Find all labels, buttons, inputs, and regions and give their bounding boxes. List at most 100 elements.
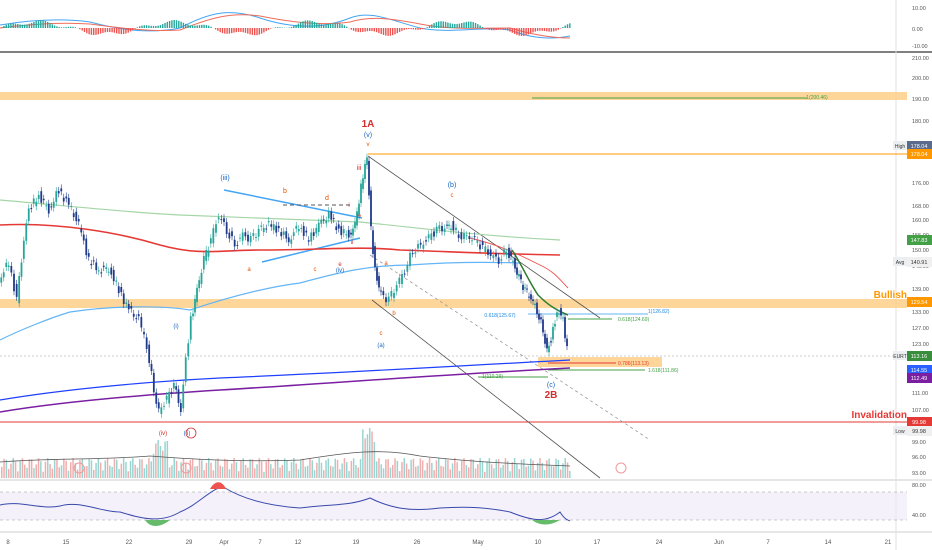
candle-body xyxy=(122,293,125,304)
candle-body xyxy=(132,313,135,317)
volume-bar xyxy=(415,466,417,478)
macd-histogram-bar xyxy=(500,28,502,30)
macd-histogram-bar xyxy=(111,28,113,33)
volume-bar xyxy=(26,467,28,478)
volume-bar xyxy=(401,462,403,478)
volume-tick-label: 180.00 xyxy=(912,119,929,125)
candle-body xyxy=(115,280,118,282)
volume-bar xyxy=(10,463,12,478)
volume-bar xyxy=(523,458,525,478)
volume-bar xyxy=(219,465,221,478)
macd-histogram-bar xyxy=(267,28,270,30)
macd-histogram-bar xyxy=(120,28,122,35)
volume-bar xyxy=(484,471,486,478)
macd-histogram-bar xyxy=(355,28,357,32)
volume-bar xyxy=(442,466,445,478)
candle-body xyxy=(168,391,171,404)
macd-histogram-bar xyxy=(235,28,237,33)
candle-body xyxy=(57,191,60,194)
volume-bar xyxy=(502,464,504,478)
macd-histogram-bar xyxy=(380,28,382,35)
macd-histogram-bar xyxy=(530,28,532,34)
candle-body xyxy=(500,259,503,261)
candle-body xyxy=(560,308,562,316)
macd-axis: 10.00 0.00 -10.00 xyxy=(912,6,928,50)
macd-histogram-bar xyxy=(247,28,249,34)
volume-bar xyxy=(28,459,31,478)
candle-body xyxy=(411,253,414,255)
macd-histogram-bar xyxy=(339,23,341,28)
macd-histogram-bar xyxy=(201,24,203,28)
volume-bar xyxy=(355,465,357,478)
candle-body xyxy=(360,183,362,204)
candle-body xyxy=(335,226,338,230)
macd-histogram-bar xyxy=(150,25,152,28)
ma-red xyxy=(0,223,561,256)
volume-bar xyxy=(242,458,244,478)
volume-bar xyxy=(316,462,318,478)
candle-body xyxy=(30,207,33,209)
wave-label: c xyxy=(380,331,383,337)
wave-label: i xyxy=(348,203,349,209)
volume-bar xyxy=(19,461,21,478)
macd-histogram-bar xyxy=(17,24,19,28)
macd-histogram-bar xyxy=(392,28,394,36)
volume-bar xyxy=(470,459,472,478)
volume-bar xyxy=(63,458,65,478)
candle-body xyxy=(209,238,212,244)
candle-body xyxy=(302,225,305,236)
price-tag-bg xyxy=(907,426,932,436)
macd-histogram-bar xyxy=(405,28,408,30)
candle-body xyxy=(562,317,564,319)
macd-histogram-bar xyxy=(444,21,447,28)
volume-bar xyxy=(440,465,442,478)
candle-body xyxy=(225,222,228,234)
macd-histogram-bar xyxy=(125,28,127,34)
macd-histogram-bar xyxy=(417,28,419,30)
price-tag-value: 112.49 xyxy=(911,376,927,382)
volume-bar xyxy=(237,471,240,478)
macd-histogram-bar xyxy=(49,23,51,28)
time-tick-label: 15 xyxy=(63,540,70,546)
volume-bar xyxy=(127,471,129,478)
price-tag-value: 113.16 xyxy=(911,354,927,360)
volume-bar xyxy=(164,441,166,478)
macd-histogram-bar xyxy=(12,23,14,28)
macd-histogram-bar xyxy=(139,26,141,28)
candle-body xyxy=(481,241,484,246)
macd-histogram-bar xyxy=(548,28,550,32)
volume-bar xyxy=(387,459,389,478)
candle-body xyxy=(556,312,558,317)
macd-histogram-bar xyxy=(113,28,116,33)
rsi-tick-label: 80.00 xyxy=(912,483,926,489)
candle-body xyxy=(465,235,468,237)
volume-bar xyxy=(389,467,392,478)
macd-histogram-bar xyxy=(470,21,472,28)
volume-bar xyxy=(348,471,350,478)
macd-histogram-bar xyxy=(334,23,336,28)
candle-body xyxy=(438,225,441,230)
candle-body xyxy=(163,405,165,407)
macd-histogram-bar xyxy=(458,23,461,28)
volume-bar xyxy=(352,458,355,478)
volume-bar xyxy=(327,458,330,478)
macd-histogram-bar xyxy=(442,21,444,28)
candle-body xyxy=(194,298,196,313)
time-tick-label: 7 xyxy=(258,540,262,546)
volume-bar xyxy=(451,463,454,478)
macd-histogram-bar xyxy=(203,24,205,28)
volume-bar xyxy=(93,469,95,478)
volume-bar xyxy=(7,468,10,478)
candle-body xyxy=(130,306,133,309)
volume-bar xyxy=(182,458,185,478)
volume-bar xyxy=(196,465,198,478)
volume-bar xyxy=(555,458,557,478)
volume-bar xyxy=(155,443,157,478)
price-tag-name: High xyxy=(895,144,906,150)
macd-histogram-bar xyxy=(553,28,555,32)
price-tick-label: 150.00 xyxy=(912,248,929,254)
macd-histogram-bar xyxy=(72,26,74,28)
macd-histogram-bar xyxy=(373,28,375,32)
volume-bar xyxy=(5,459,8,478)
